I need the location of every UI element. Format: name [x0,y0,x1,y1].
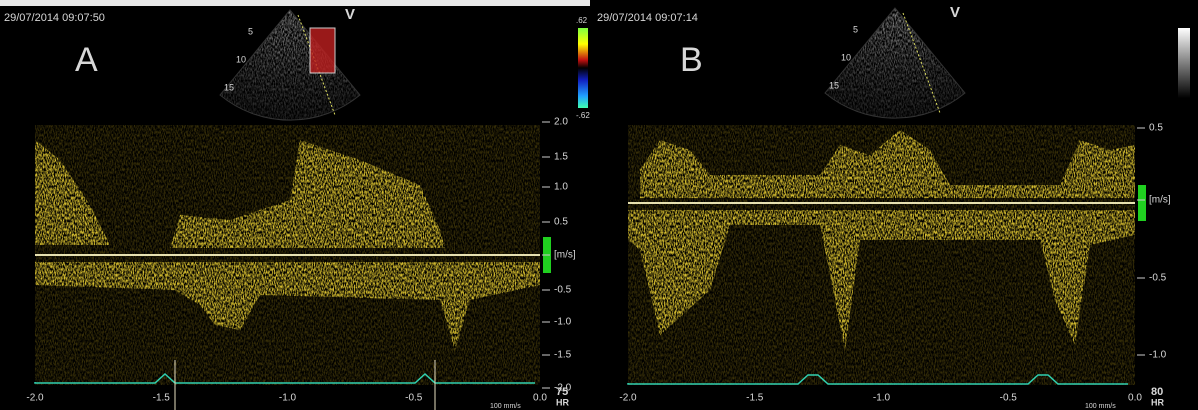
panel: 2.01.51.00.5[m/s]-0.5-1.0-1.5-2.0-2.0-1.… [4,6,590,410]
y-tick-label: -1.0 [1149,350,1167,361]
doppler-display: 2.0 1.5 1.0 0.5 [m/s] -0.5 -1.0 -1.5 -2.0 -2.0 -1.… [0,0,1198,410]
x-tick-label: -1.0 [873,393,891,404]
timestamp: 29/07/2014 09:07:14 [597,12,698,24]
y-tick-label: [m/s] [554,250,576,261]
x-tick-label: -2.0 [619,393,637,404]
x-tick-label: -2.0 [26,393,44,404]
view-marker: V [345,6,355,23]
heart-rate-unit: HR [556,397,569,407]
color-scale-bar [578,28,588,108]
x-tick-label: -1.5 [153,393,171,404]
x-tick-label: -1.0 [279,393,297,404]
sector-image [220,10,360,120]
ultrasound-screenshot: 2.0 1.5 1.0 0.5 [m/s] -0.5 -1.0 -1.5 -2.0 -2.0 -1.… [0,0,1198,410]
x-tick-label: -1.5 [746,393,764,404]
gray-scale-bar [1178,28,1190,98]
y-tick-label: -0.5 [554,285,572,296]
depth-label: 5 [853,24,858,34]
y-tick-label: [m/s] [1149,195,1171,206]
view-marker: V [950,4,960,21]
x-tick-label: -0.5 [1000,393,1018,404]
velocity-indicator [1138,185,1146,221]
x-tick-label: 0.0 [533,393,547,404]
heart-rate: 75 [556,386,568,398]
panel-letter: A [75,41,98,79]
sweep-speed: 100 mm/s [1085,403,1116,410]
y-tick-label: 0.5 [1149,123,1163,134]
depth-label: 10 [841,52,851,62]
x-tick-label: 0.0 [1128,393,1142,404]
y-tick-label: -1.0 [554,317,572,328]
sweep-speed: 100 mm/s [490,403,521,410]
panel-letter: B [680,41,703,79]
y-tick-label: 1.5 [554,152,568,163]
y-tick-label: -1.5 [554,350,572,361]
color-box [310,28,335,73]
depth-label: 15 [829,80,839,90]
y-tick-label: 0.5 [554,217,568,228]
panel: 0.5 [m/s] -0.5 -1.0 -2.0 -1.5 -1.0 -0.5 0.0 100 m… [597,4,1190,410]
x-tick-label: -0.5 [405,393,423,404]
timestamp: 29/07/2014 09:07:50 [4,12,105,24]
depth-label: 10 [236,54,246,64]
heart-rate-unit: HR [1151,397,1164,407]
depth-label: 5 [248,26,253,36]
y-tick-label: 2.0 [554,117,568,128]
depth-label: 15 [224,82,234,92]
sector-image [825,8,965,118]
top-strip [0,0,590,6]
heart-rate: 80 [1151,386,1163,398]
color-scale-min: -.62 [576,111,590,120]
color-scale-max: .62 [576,16,588,25]
y-tick-label: -0.5 [1149,273,1167,284]
y-tick-label: 1.0 [554,182,568,193]
